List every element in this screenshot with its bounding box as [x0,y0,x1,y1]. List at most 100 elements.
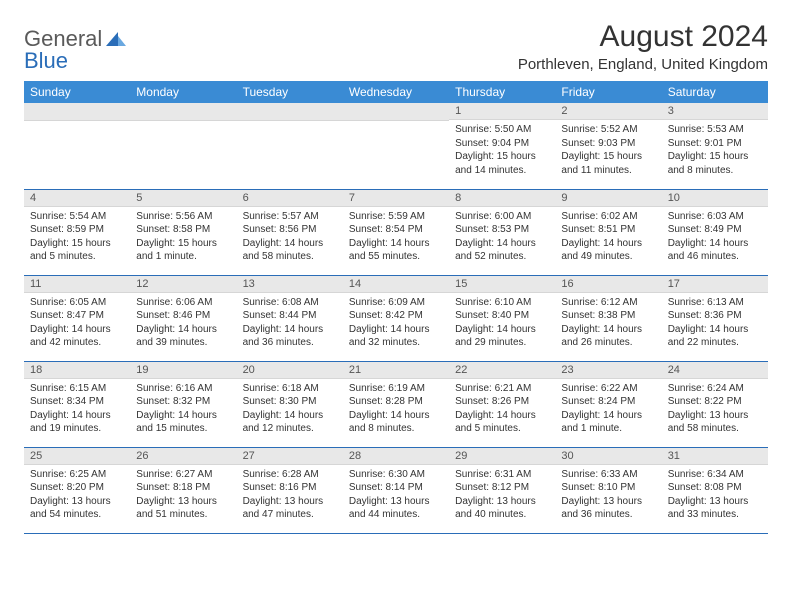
day-number: 2 [555,103,661,120]
day-number: 11 [24,276,130,293]
day-number: 15 [449,276,555,293]
day-content: Sunrise: 6:08 AMSunset: 8:44 PMDaylight:… [237,293,343,353]
day-content: Sunrise: 6:15 AMSunset: 8:34 PMDaylight:… [24,379,130,439]
header: General August 2024 Porthleven, England,… [24,20,768,73]
calendar-day-cell: 20Sunrise: 6:18 AMSunset: 8:30 PMDayligh… [237,361,343,447]
day-content: Sunrise: 6:00 AMSunset: 8:53 PMDaylight:… [449,207,555,267]
day-number: 13 [237,276,343,293]
day-number: 20 [237,362,343,379]
calendar-day-cell: 19Sunrise: 6:16 AMSunset: 8:32 PMDayligh… [130,361,236,447]
day-number: 5 [130,190,236,207]
day-content: Sunrise: 6:28 AMSunset: 8:16 PMDaylight:… [237,465,343,525]
calendar-day-cell: 23Sunrise: 6:22 AMSunset: 8:24 PMDayligh… [555,361,661,447]
calendar-day-cell: 12Sunrise: 6:06 AMSunset: 8:46 PMDayligh… [130,275,236,361]
weekday-header: Sunday [24,81,130,103]
empty-day-bar [24,103,130,121]
day-number: 18 [24,362,130,379]
day-content: Sunrise: 6:13 AMSunset: 8:36 PMDaylight:… [662,293,768,353]
day-content: Sunrise: 5:57 AMSunset: 8:56 PMDaylight:… [237,207,343,267]
calendar-day-cell: 21Sunrise: 6:19 AMSunset: 8:28 PMDayligh… [343,361,449,447]
day-number: 10 [662,190,768,207]
day-content: Sunrise: 6:34 AMSunset: 8:08 PMDaylight:… [662,465,768,525]
day-number: 31 [662,448,768,465]
day-content: Sunrise: 5:52 AMSunset: 9:03 PMDaylight:… [555,120,661,180]
calendar-day-cell: 1Sunrise: 5:50 AMSunset: 9:04 PMDaylight… [449,103,555,189]
day-content: Sunrise: 6:06 AMSunset: 8:46 PMDaylight:… [130,293,236,353]
day-content: Sunrise: 6:12 AMSunset: 8:38 PMDaylight:… [555,293,661,353]
logo-triangle-icon [104,28,128,50]
calendar-day-cell: 24Sunrise: 6:24 AMSunset: 8:22 PMDayligh… [662,361,768,447]
logo-text-blue: Blue [24,48,68,73]
calendar-day-cell [343,103,449,189]
weekday-header: Tuesday [237,81,343,103]
calendar-day-cell: 8Sunrise: 6:00 AMSunset: 8:53 PMDaylight… [449,189,555,275]
calendar-day-cell: 29Sunrise: 6:31 AMSunset: 8:12 PMDayligh… [449,447,555,533]
weekday-header: Friday [555,81,661,103]
day-content: Sunrise: 6:19 AMSunset: 8:28 PMDaylight:… [343,379,449,439]
calendar-day-cell: 10Sunrise: 6:03 AMSunset: 8:49 PMDayligh… [662,189,768,275]
day-number: 27 [237,448,343,465]
calendar-day-cell: 17Sunrise: 6:13 AMSunset: 8:36 PMDayligh… [662,275,768,361]
day-content: Sunrise: 6:31 AMSunset: 8:12 PMDaylight:… [449,465,555,525]
day-number: 9 [555,190,661,207]
empty-day-bar [343,103,449,121]
calendar-day-cell [237,103,343,189]
calendar-day-cell: 27Sunrise: 6:28 AMSunset: 8:16 PMDayligh… [237,447,343,533]
day-number: 7 [343,190,449,207]
day-content: Sunrise: 6:27 AMSunset: 8:18 PMDaylight:… [130,465,236,525]
calendar-day-cell: 11Sunrise: 6:05 AMSunset: 8:47 PMDayligh… [24,275,130,361]
day-number: 16 [555,276,661,293]
day-number: 29 [449,448,555,465]
calendar-day-cell: 31Sunrise: 6:34 AMSunset: 8:08 PMDayligh… [662,447,768,533]
day-number: 1 [449,103,555,120]
calendar-day-cell: 4Sunrise: 5:54 AMSunset: 8:59 PMDaylight… [24,189,130,275]
month-title: August 2024 [518,20,768,54]
day-content: Sunrise: 6:09 AMSunset: 8:42 PMDaylight:… [343,293,449,353]
title-block: August 2024 Porthleven, England, United … [518,20,768,73]
day-content: Sunrise: 6:24 AMSunset: 8:22 PMDaylight:… [662,379,768,439]
empty-day-bar [237,103,343,121]
day-number: 28 [343,448,449,465]
calendar-day-cell: 15Sunrise: 6:10 AMSunset: 8:40 PMDayligh… [449,275,555,361]
calendar-week-row: 25Sunrise: 6:25 AMSunset: 8:20 PMDayligh… [24,447,768,533]
location: Porthleven, England, United Kingdom [518,56,768,73]
day-content: Sunrise: 5:56 AMSunset: 8:58 PMDaylight:… [130,207,236,267]
day-content: Sunrise: 5:50 AMSunset: 9:04 PMDaylight:… [449,120,555,180]
weekday-header: Wednesday [343,81,449,103]
day-number: 14 [343,276,449,293]
calendar-day-cell: 28Sunrise: 6:30 AMSunset: 8:14 PMDayligh… [343,447,449,533]
calendar-day-cell: 22Sunrise: 6:21 AMSunset: 8:26 PMDayligh… [449,361,555,447]
calendar-day-cell: 13Sunrise: 6:08 AMSunset: 8:44 PMDayligh… [237,275,343,361]
calendar-day-cell: 5Sunrise: 5:56 AMSunset: 8:58 PMDaylight… [130,189,236,275]
calendar-day-cell: 25Sunrise: 6:25 AMSunset: 8:20 PMDayligh… [24,447,130,533]
day-number: 25 [24,448,130,465]
day-content: Sunrise: 5:53 AMSunset: 9:01 PMDaylight:… [662,120,768,180]
day-number: 26 [130,448,236,465]
day-content: Sunrise: 6:33 AMSunset: 8:10 PMDaylight:… [555,465,661,525]
weekday-header-row: Sunday Monday Tuesday Wednesday Thursday… [24,81,768,103]
day-content: Sunrise: 6:16 AMSunset: 8:32 PMDaylight:… [130,379,236,439]
calendar-day-cell: 7Sunrise: 5:59 AMSunset: 8:54 PMDaylight… [343,189,449,275]
day-number: 4 [24,190,130,207]
day-number: 23 [555,362,661,379]
calendar-day-cell: 14Sunrise: 6:09 AMSunset: 8:42 PMDayligh… [343,275,449,361]
weekday-header: Monday [130,81,236,103]
calendar-day-cell: 3Sunrise: 5:53 AMSunset: 9:01 PMDaylight… [662,103,768,189]
day-number: 12 [130,276,236,293]
day-content: Sunrise: 6:30 AMSunset: 8:14 PMDaylight:… [343,465,449,525]
calendar-day-cell: 9Sunrise: 6:02 AMSunset: 8:51 PMDaylight… [555,189,661,275]
day-content: Sunrise: 6:10 AMSunset: 8:40 PMDaylight:… [449,293,555,353]
day-number: 8 [449,190,555,207]
calendar-day-cell: 6Sunrise: 5:57 AMSunset: 8:56 PMDaylight… [237,189,343,275]
day-number: 19 [130,362,236,379]
calendar-day-cell: 30Sunrise: 6:33 AMSunset: 8:10 PMDayligh… [555,447,661,533]
calendar-day-cell [24,103,130,189]
day-number: 3 [662,103,768,120]
day-content: Sunrise: 6:22 AMSunset: 8:24 PMDaylight:… [555,379,661,439]
weekday-header: Saturday [662,81,768,103]
day-content: Sunrise: 6:21 AMSunset: 8:26 PMDaylight:… [449,379,555,439]
day-content: Sunrise: 6:02 AMSunset: 8:51 PMDaylight:… [555,207,661,267]
calendar-day-cell: 26Sunrise: 6:27 AMSunset: 8:18 PMDayligh… [130,447,236,533]
calendar-week-row: 4Sunrise: 5:54 AMSunset: 8:59 PMDaylight… [24,189,768,275]
day-content: Sunrise: 5:59 AMSunset: 8:54 PMDaylight:… [343,207,449,267]
